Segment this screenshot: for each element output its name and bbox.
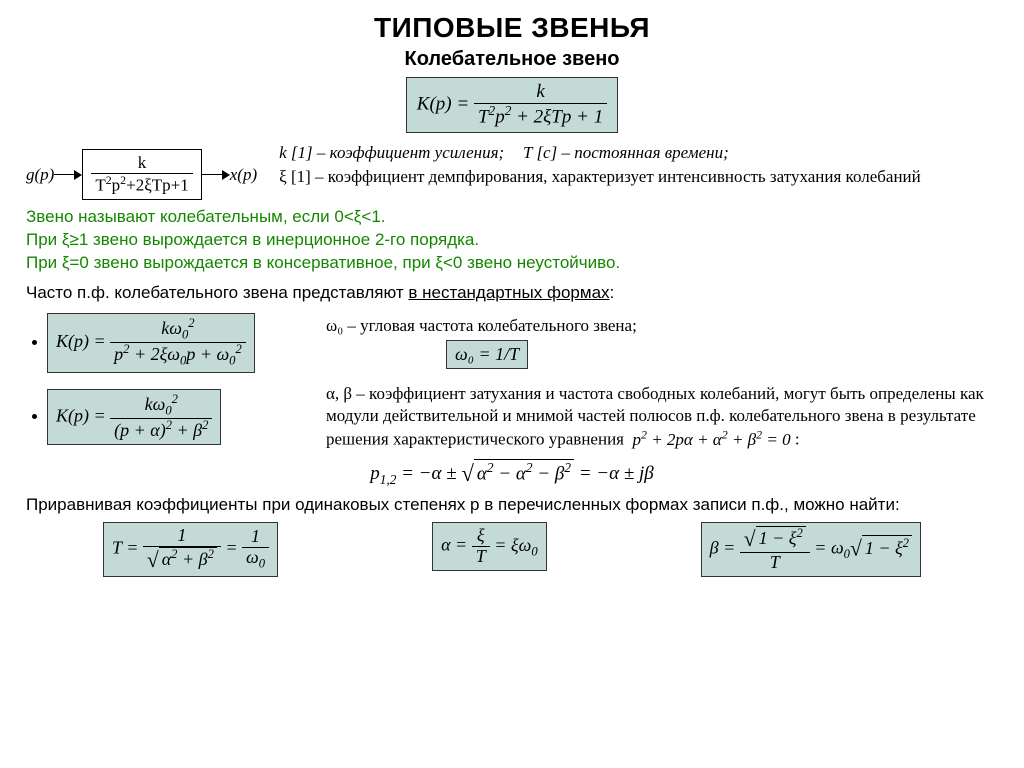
param-k: k [1] – коэффициент усиления;	[279, 143, 504, 162]
beta-formula: β = √1 − ξ2T = ω0√1 − ξ2	[701, 522, 921, 577]
formula-bullet-2: K(p) = kω02(p + α)2 + β2	[26, 389, 326, 445]
alpha-formula: α = ξT = ξω0	[432, 522, 547, 571]
param-descriptions: k [1] – коэффициент усиления; T [с] – по…	[279, 143, 998, 187]
arrow-icon	[54, 170, 82, 180]
bullet-icon	[32, 414, 37, 419]
green-notes: Звено называют колебательным, если 0<ξ<1…	[26, 206, 998, 275]
t-formula: T = 1√α2 + β2 = 1ω0	[103, 522, 278, 577]
main-formula: K(p) = kT2p2 + 2ξTp + 1	[26, 77, 998, 133]
bullet-icon	[32, 340, 37, 345]
arrow-icon	[202, 170, 230, 180]
param-t: T [с] – постоянная времени;	[523, 143, 729, 162]
omega0-formula: ω₀ = 1/T	[446, 340, 528, 369]
omega0-desc: ω₀ – угловая частота колебательного звен…	[326, 316, 998, 336]
nonstd-intro: Часто п.ф. колебательного звена представ…	[26, 283, 998, 303]
param-xi: ξ [1] – коэффициент демпфирования, харак…	[279, 167, 921, 186]
page-title: ТИПОВЫЕ ЗВЕНЬЯ	[26, 12, 998, 44]
subtitle: Колебательное звено	[26, 48, 998, 71]
block-diagram: g(p) kT2p2+2ξTp+1 x(p)	[26, 149, 257, 200]
coeffs-intro: Приравнивая коэффициенты при одинаковых …	[26, 494, 998, 516]
alpha-beta-desc: α, β – коэффициент затухания и частота с…	[326, 383, 998, 451]
formula-bullet-1: K(p) = kω02p2 + 2ξω0p + ω02	[26, 313, 326, 373]
roots: p1,2 = −α ± √α2 − α2 − β2 = −α ± jβ	[26, 459, 998, 488]
